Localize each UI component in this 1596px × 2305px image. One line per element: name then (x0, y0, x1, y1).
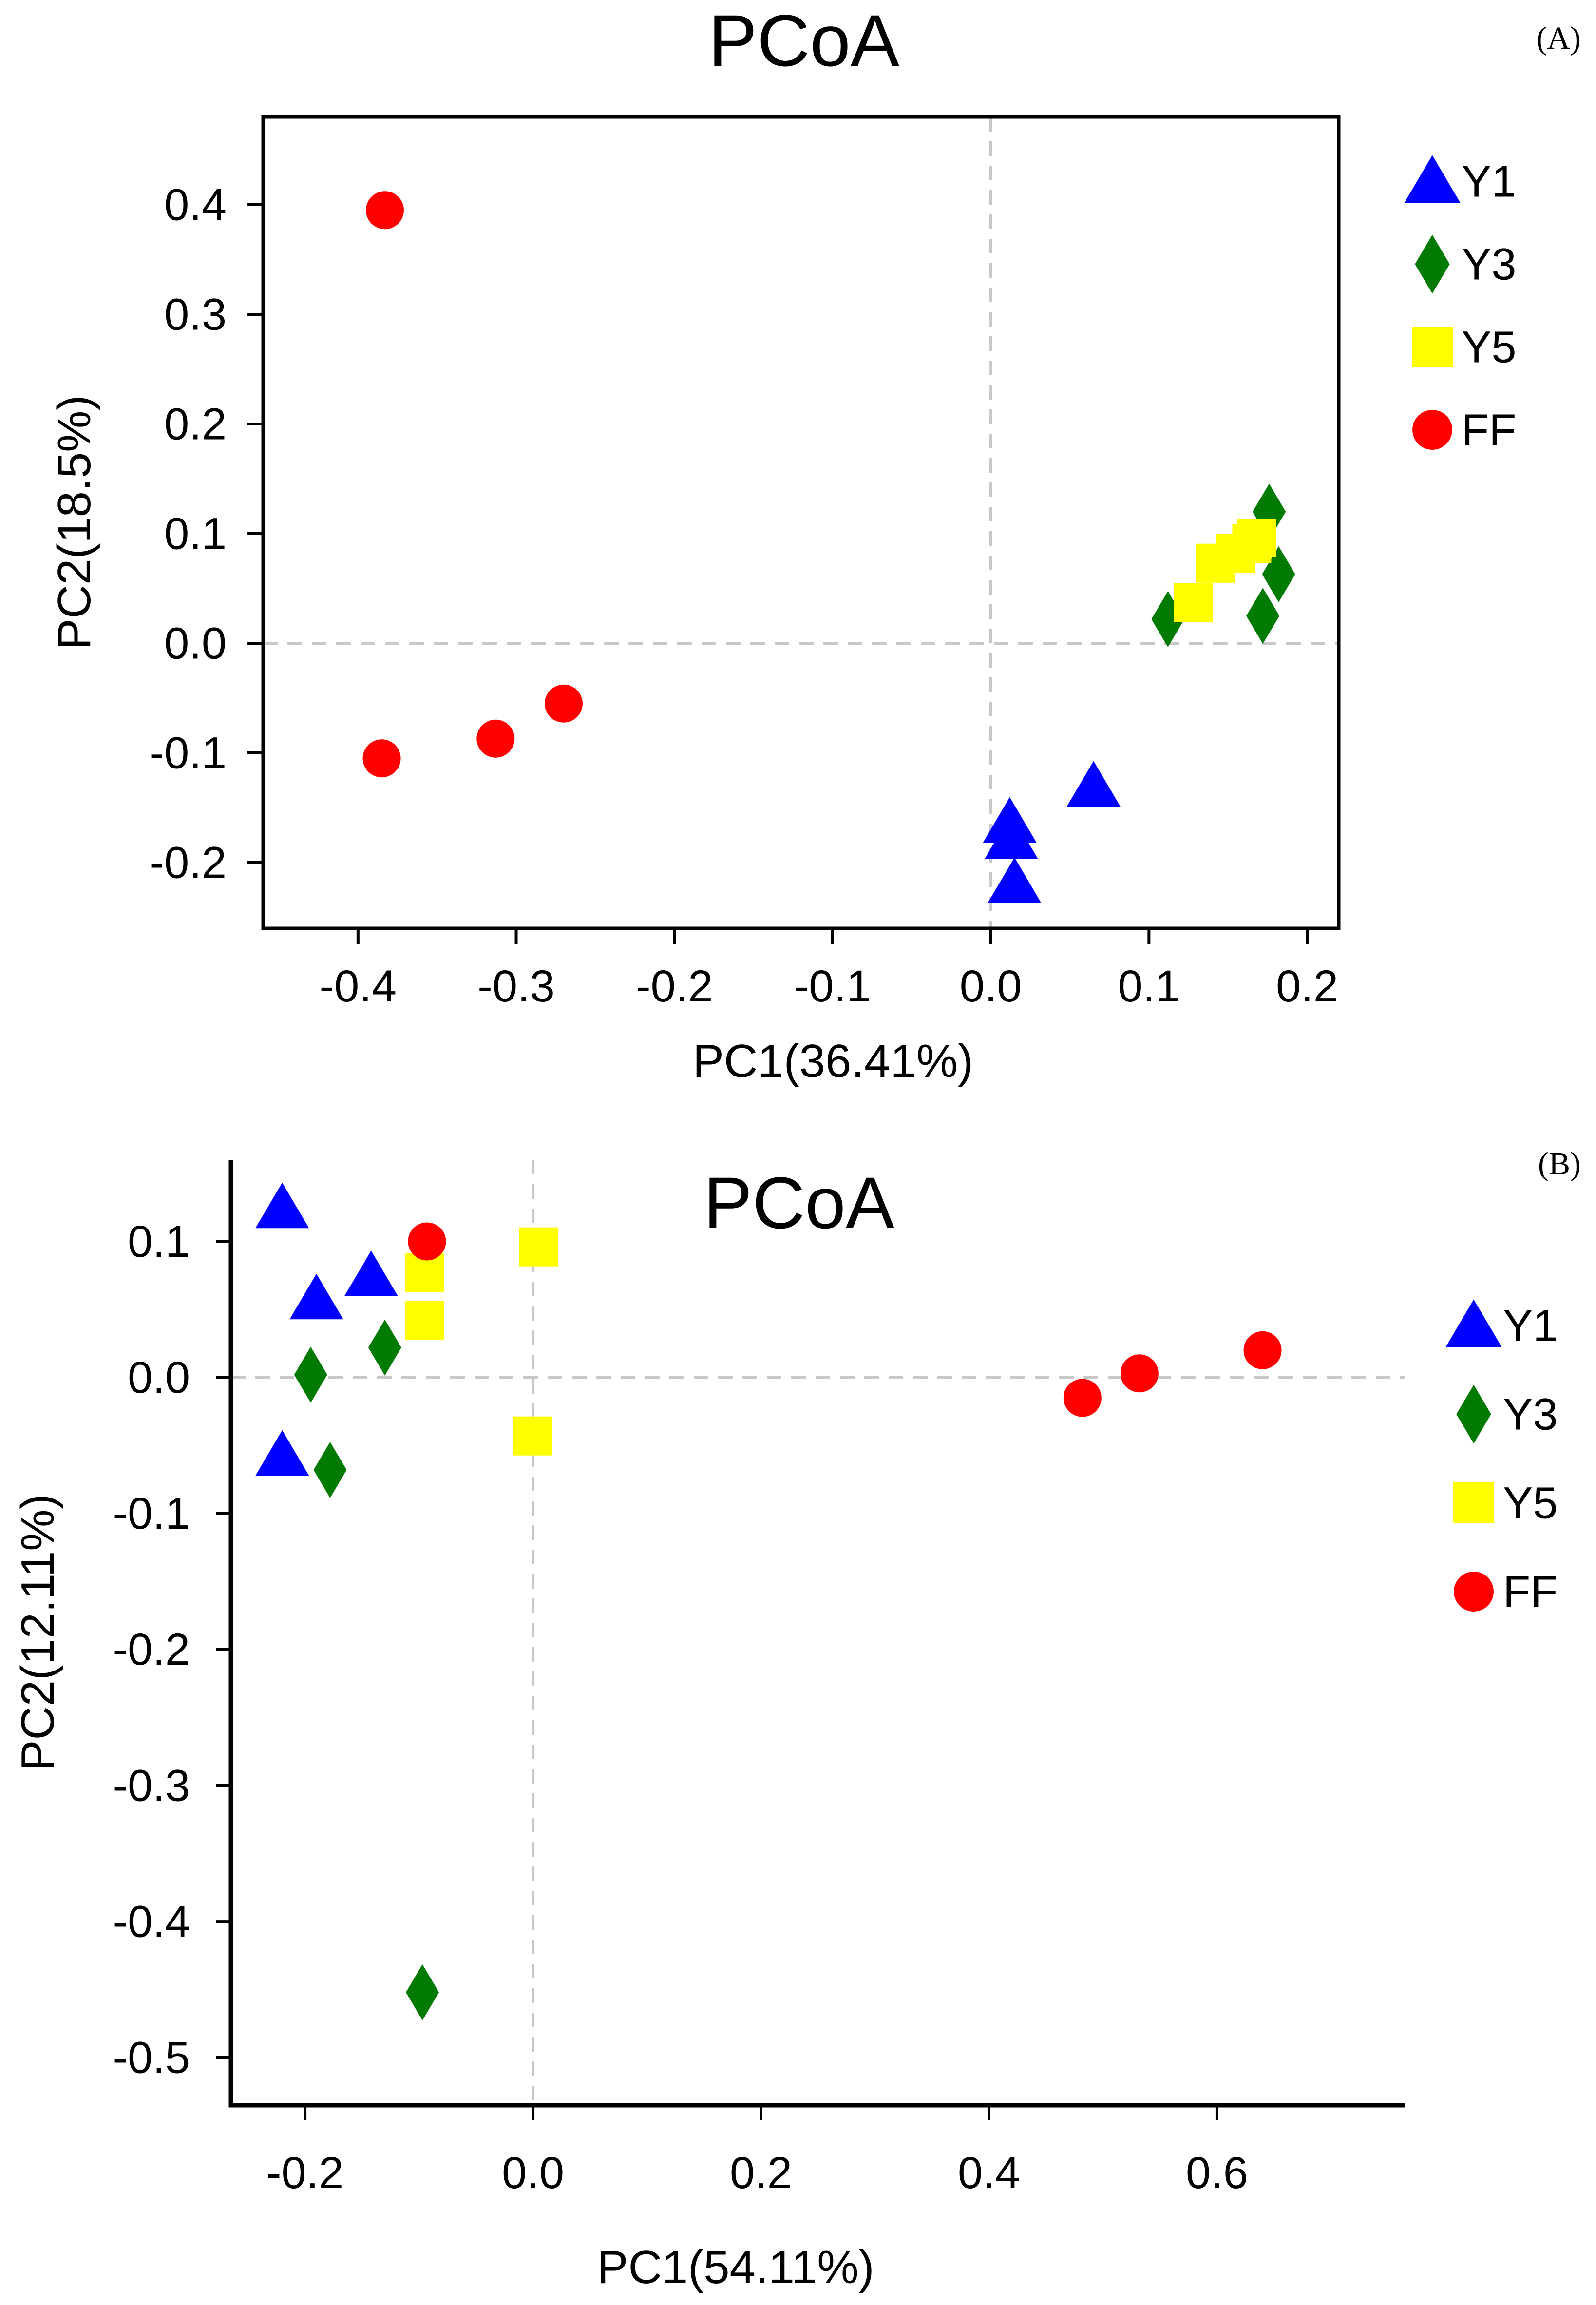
data-point-ff (362, 739, 401, 778)
x-tick-label: 0.4 (958, 2148, 1020, 2198)
x-tick-label: 0.1 (1118, 961, 1180, 1011)
legend-label-y1: Y1 (1462, 156, 1517, 206)
plot-frame (261, 115, 1341, 930)
panel-a-chart: PCoA (A) -0.4 -0.3 -0.2 -0.1 0.0 0.1 0.2 -0.2 -0.1… (48, 0, 1581, 1087)
legend-label-y5: Y5 (1503, 1478, 1558, 1528)
legend-marker-y3 (1456, 1384, 1491, 1444)
legend-label-ff: FF (1503, 1567, 1558, 1616)
data-point-y5 (1237, 519, 1276, 557)
y-tick-label: 0.0 (164, 618, 227, 668)
data-point-y3 (313, 1441, 347, 1498)
y-axis-title: PC2(12.11%) (12, 1494, 64, 1771)
panel-label: (B) (1538, 1146, 1581, 1182)
legend-label-y1: Y1 (1503, 1301, 1558, 1350)
legend-marker-y3 (1415, 234, 1450, 294)
y-tick-label: -0.4 (113, 1897, 190, 1946)
x-tick-label: -0.1 (794, 961, 872, 1011)
data-point-ff (1063, 1379, 1102, 1417)
legend-marker-y5 (1412, 327, 1453, 367)
data-point-y1 (255, 1182, 309, 1229)
legend-label-y3: Y3 (1462, 239, 1517, 289)
data-point-ff (366, 191, 404, 230)
data-point-y1 (984, 813, 1038, 859)
x-axis-title: PC1(54.11%) (597, 2241, 874, 2293)
data-point-ff (1120, 1354, 1159, 1393)
data-point-y1 (289, 1273, 343, 1320)
legend-marker-y5 (1453, 1482, 1494, 1523)
data-point-y3 (368, 1319, 401, 1376)
y-tick-label: 0.2 (164, 399, 227, 449)
y-tick-label: 0.1 (128, 1217, 190, 1267)
data-point-ff (1243, 1331, 1282, 1369)
data-point-y1 (988, 857, 1042, 903)
legend-marker-y1 (1445, 1299, 1502, 1347)
legend-marker-ff (1454, 1572, 1494, 1612)
x-tick-label: -0.2 (636, 961, 713, 1011)
x-axis-title: PC1(36.41%) (693, 1035, 973, 1087)
data-point-y3 (294, 1346, 327, 1403)
x-tick-label: 0.6 (1186, 2148, 1248, 2198)
y-axis-title: PC2(18.5%) (48, 395, 100, 650)
y-tick-label: -0.2 (113, 1625, 190, 1674)
data-point-y5 (519, 1227, 558, 1267)
data-point-y5 (1174, 583, 1213, 622)
panel-b-chart: PCoA (B) -0.2 0.0 0.2 0.4 0.6 -0.5 -0.4 -0.3 -0.2 -… (12, 1146, 1581, 2293)
y-tick-label: 0.4 (164, 180, 227, 230)
y-tick-label: 0.0 (128, 1353, 190, 1402)
x-tick-label: 0.0 (502, 2148, 564, 2198)
data-point-ff (408, 1222, 446, 1261)
data-point-ff (476, 719, 515, 758)
legend-label-ff: FF (1462, 405, 1516, 455)
x-tick-label: 0.2 (730, 2148, 792, 2198)
data-point-y1 (1066, 761, 1121, 807)
data-point-ff (544, 684, 583, 723)
legend-marker-ff (1412, 410, 1452, 450)
legend-label-y3: Y3 (1503, 1389, 1558, 1439)
data-point-y5 (513, 1416, 553, 1456)
chart-title: PCoA (708, 0, 899, 81)
y-tick-label: -0.2 (149, 838, 227, 887)
y-tick-label: -0.1 (149, 728, 227, 778)
x-tick-label: 0.0 (960, 961, 1022, 1011)
data-point-y1 (344, 1250, 398, 1296)
y-tick-label: -0.5 (113, 2033, 190, 2083)
legend-marker-y1 (1404, 155, 1461, 203)
chart-title: PCoA (703, 1162, 894, 1244)
data-point-y3 (406, 1964, 439, 2020)
x-tick-label: -0.4 (320, 961, 397, 1011)
data-point-y1 (255, 1430, 309, 1476)
y-tick-label: -0.3 (113, 1761, 190, 1810)
legend-label-y5: Y5 (1462, 322, 1517, 372)
x-tick-label: -0.3 (477, 961, 555, 1011)
data-point-y3 (1246, 588, 1280, 644)
y-tick-label: 0.1 (164, 509, 227, 558)
x-tick-label: -0.2 (266, 2148, 344, 2198)
x-tick-label: 0.2 (1276, 961, 1338, 1011)
data-point-y5 (405, 1301, 444, 1340)
y-tick-label: -0.1 (113, 1489, 190, 1538)
panel-label: (A) (1536, 20, 1581, 56)
y-tick-label: 0.3 (164, 289, 227, 339)
